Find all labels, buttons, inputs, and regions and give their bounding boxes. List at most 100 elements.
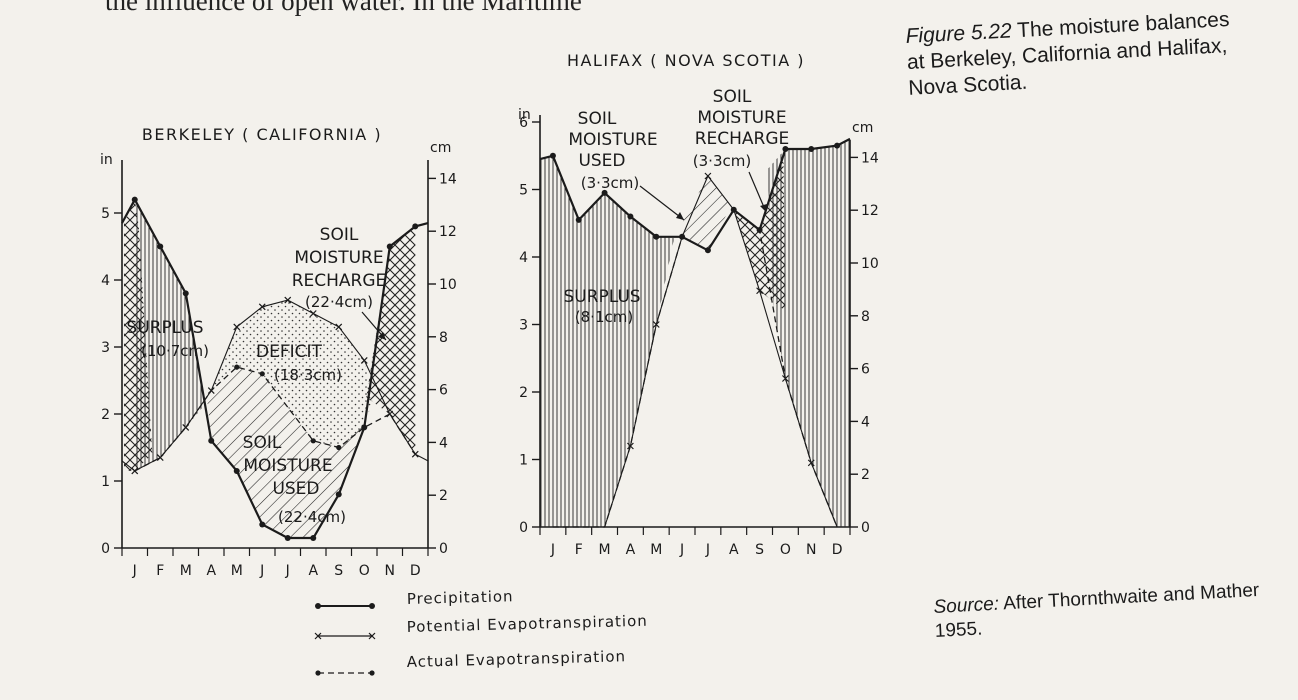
right-tick-label: 8 [439,330,448,346]
right-tick-label: 10 [861,256,879,272]
precipitation-point [284,534,291,541]
potential-et-point [756,287,764,295]
precipitation-point [730,206,737,213]
month-label: N [385,563,395,579]
recharge-arrow-head [760,204,767,212]
potential-et-point [335,323,343,331]
soil-moisture-used-area [674,176,731,251]
month-label: N [806,542,816,558]
deficit-area [211,300,373,448]
caption-figure-number: Figure 5.22 [905,19,1013,48]
precipitation-point [834,142,841,149]
potential-et-point [131,467,139,475]
right-tick-label: 2 [439,488,448,504]
potential-et-point [233,323,241,331]
month-label: M [180,563,192,579]
legend-marker [369,670,375,676]
potential-et-point [781,375,789,382]
precipitation-point [259,521,266,528]
potential-et-line [552,174,838,528]
surplus-label: SURPLUS [126,318,203,338]
month-label: M [599,542,611,558]
recharge-label-2: MOISTURE [697,108,786,128]
potential-et-point [360,356,368,364]
potential-et-point [807,459,815,467]
potential-et-point [182,423,190,431]
left-tick-label: 4 [101,273,110,289]
legend-label: Precipitation [407,587,514,608]
right-tick-label: 12 [861,203,879,219]
month-label: J [285,563,290,579]
soil-moisture-used-area [207,367,365,538]
deficit-value-label: (18·3cm) [274,366,342,384]
actual-et-point [310,438,316,444]
left-tick-label: 6 [519,115,528,131]
month-label: M [650,542,662,558]
legend-marker [369,603,375,609]
month-label: A [729,542,739,558]
left-tick-label: 5 [519,183,528,199]
surplus-area [134,199,206,471]
potential-et-point [652,321,660,328]
month-label: J [679,542,684,558]
recharge-area-nov [366,226,416,455]
month-label: O [359,563,370,579]
month-label: M [231,563,243,579]
recharge-label-1: SOIL [320,225,359,245]
surplus-value-label: (10·7cm) [141,342,209,360]
legend-label: Actual Evapotranspiration [406,647,626,671]
precipitation-point [361,424,368,431]
potential-et-point [309,310,317,317]
potential-et-point [207,387,215,394]
month-label: S [755,542,764,558]
right-tick-label: 12 [439,224,457,240]
right-tick-label: 14 [861,150,879,166]
right-tick-label: 2 [861,467,870,483]
right-tick-label: 8 [861,309,870,325]
legend-marker [315,670,321,676]
month-label: J [132,563,137,579]
month-label: D [832,542,843,558]
right-tick-label: 14 [439,171,457,187]
left-tick-label: 2 [101,407,110,423]
legend-label: Potential Evapotranspiration [407,612,648,636]
used-label-1: SOIL [243,433,282,453]
month-label: J [259,563,264,579]
body-text-line: the influence of open water. In the Mari… [105,0,582,16]
precipitation-point [412,223,419,230]
recharge-arrow-head [378,332,386,340]
source-label: Source: [933,593,1000,618]
right-tick-label: 0 [439,541,448,557]
precipitation-point [782,146,789,152]
precipitation-point [208,437,215,444]
used-label-1: SOIL [578,109,617,129]
precipitation-point [627,213,634,220]
potential-et-point [386,410,394,418]
actual-et-point [259,371,265,377]
month-label: J [705,542,710,558]
actual-et-line [134,366,416,472]
recharge-label-3: RECHARGE [695,129,790,149]
precipitation-point [233,467,240,474]
left-tick-label: 3 [519,318,528,334]
month-label: A [626,542,636,558]
precipitation-point [756,227,763,233]
used-label-2: MOISTURE [243,456,332,476]
surplus-label: SURPLUS [563,287,640,307]
precipitation-line [539,137,851,252]
legend-marker [368,632,376,640]
right-tick-label: 4 [439,435,448,451]
precipitation-point [653,233,660,240]
surplus-area-autumn [767,138,850,527]
right-tick-label: 6 [439,383,448,399]
recharge-label-1: SOIL [713,87,752,107]
recharge-value-label: (3·3cm) [693,152,751,170]
month-label: O [780,542,791,558]
precipitation-point [679,233,686,240]
potential-et-point [156,454,164,461]
month-label: F [156,563,164,579]
right-unit-label: cm [430,140,451,156]
